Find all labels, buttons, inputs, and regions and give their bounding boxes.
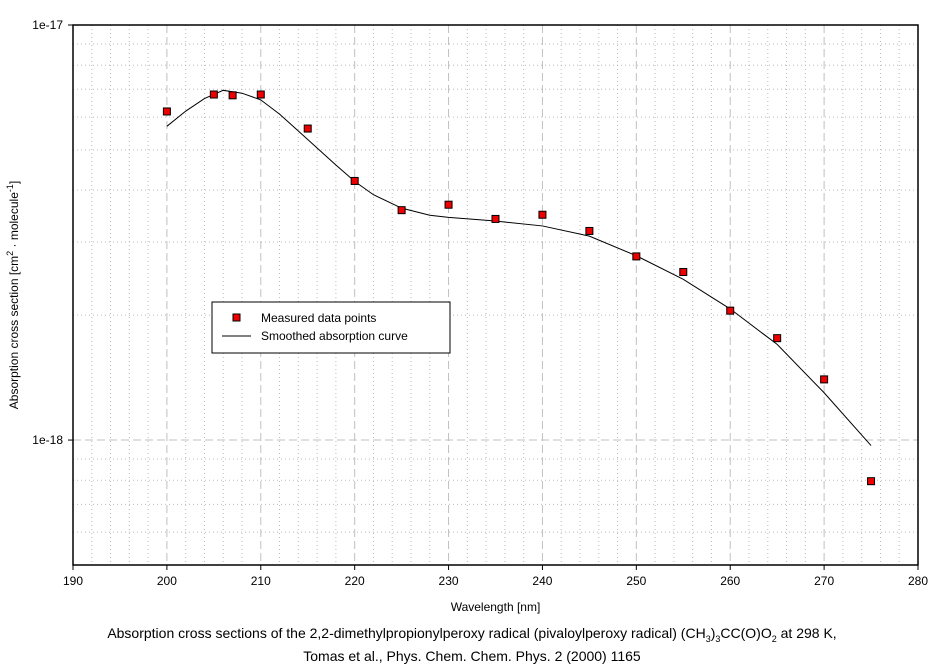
legend-label: Measured data points <box>261 311 376 325</box>
data-point <box>538 210 547 219</box>
data-point <box>726 306 735 315</box>
y-tick-label: 1e-18 <box>32 433 63 447</box>
x-tick-label: 260 <box>720 574 740 588</box>
x-tick-label: 220 <box>345 574 365 588</box>
data-point <box>773 334 782 343</box>
caption-text: CC(O)O <box>720 625 772 641</box>
caption-text: at 298 K, <box>776 625 837 641</box>
data-point <box>256 90 265 99</box>
y-axis-label: Absorption cross section [cm2 · molecule… <box>5 181 21 409</box>
caption-sub: 2 <box>771 633 777 644</box>
legend-label: Smoothed absorption curve <box>261 329 408 343</box>
plot-frame <box>72 24 919 566</box>
x-tick-label: 200 <box>157 574 177 588</box>
caption-text: ) <box>710 625 716 641</box>
x-tick-label: 240 <box>532 574 552 588</box>
x-tick-label: 280 <box>908 574 928 588</box>
x-tick-label: 230 <box>439 574 459 588</box>
caption-sub: 3 <box>715 633 721 644</box>
data-point <box>162 107 171 116</box>
x-tick-label: 270 <box>814 574 834 588</box>
data-point <box>585 226 594 235</box>
data-point <box>679 268 688 277</box>
data-point <box>632 252 641 261</box>
x-tick-label: 190 <box>63 574 83 588</box>
data-point <box>491 214 500 223</box>
caption-sub: 3 <box>705 633 711 644</box>
data-point <box>867 477 876 486</box>
data-point <box>397 206 406 215</box>
y-tick-label: 1e-17 <box>32 18 63 32</box>
x-tick-label: 250 <box>626 574 646 588</box>
chart: 190 200 210 220 230 240 250 260 270 280 1e-17 1e-18… <box>5 18 928 614</box>
data-point <box>228 91 237 100</box>
data-point <box>444 200 453 209</box>
caption-line-1: Absorption cross sections of the 2,2-dim… <box>0 625 944 644</box>
smoothed-curve <box>166 89 872 446</box>
data-point <box>209 90 218 99</box>
data-point <box>820 375 829 384</box>
x-tick-label: 210 <box>251 574 271 588</box>
data-point <box>303 124 312 133</box>
data-point <box>350 176 359 185</box>
caption-text: Absorption cross sections of the 2,2-dim… <box>107 625 706 641</box>
legend-marker-icon <box>232 313 241 322</box>
x-axis-label: Wavelength [nm] <box>451 600 541 614</box>
caption-line-2: Tomas et al., Phys. Chem. Chem. Phys. 2 … <box>303 648 641 664</box>
legend-box <box>211 301 451 354</box>
